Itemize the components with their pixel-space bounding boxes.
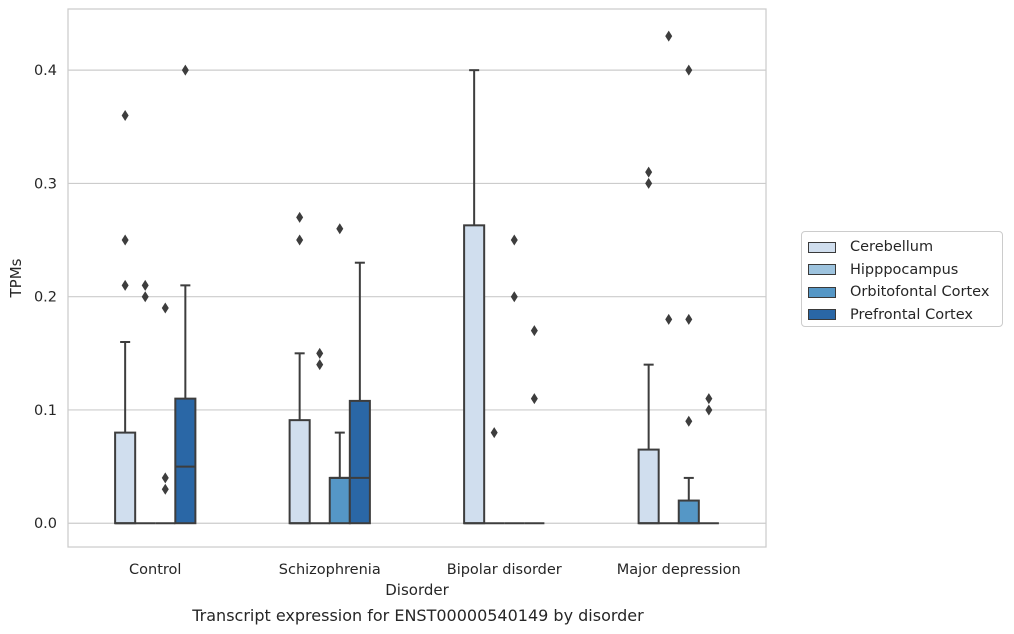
box: [288, 419, 311, 525]
box-prefrontal-cortex: [174, 284, 197, 525]
outlier-point: [316, 347, 324, 359]
y-tick-label: 0.1: [34, 403, 57, 419]
plot-area: [67, 8, 767, 548]
outlier-point: [141, 291, 149, 303]
legend-item: Orbitofontal Cortex: [808, 281, 1002, 304]
x-tick-label: Control: [129, 562, 181, 578]
y-tick-label: 0.2: [34, 290, 57, 306]
legend-label: Prefrontal Cortex: [850, 306, 973, 323]
outlier-point: [705, 393, 713, 405]
y-tick-label: 0.3: [34, 176, 57, 192]
x-tick-label: Schizophrenia: [279, 562, 381, 578]
box: [114, 431, 137, 525]
box-prefrontal-cortex: [348, 261, 371, 525]
legend-label: Hipppocampus: [850, 261, 959, 278]
outlier-point: [161, 483, 169, 495]
outlier-point: [121, 109, 129, 121]
figure-caption: Transcript expression for ENST0000054014…: [192, 606, 644, 625]
legend-item: Prefrontal Cortex: [808, 304, 1002, 327]
outlier-point: [121, 234, 129, 246]
y-tick-label: 0.4: [34, 63, 57, 79]
legend-swatch: [808, 309, 836, 321]
outlier-point: [296, 211, 304, 223]
outlier-point: [645, 166, 653, 178]
box: [677, 499, 700, 525]
outlier-point: [336, 223, 344, 235]
outlier-point: [685, 415, 693, 427]
box-cerebellum: [114, 340, 137, 525]
outlier-point: [510, 234, 518, 246]
outlier-point: [705, 404, 713, 416]
outlier-point: [685, 64, 693, 76]
outlier-point: [121, 279, 129, 291]
outlier-point: [490, 427, 498, 439]
legend-swatch: [808, 264, 836, 276]
box-cerebellum: [288, 352, 311, 525]
box: [348, 399, 371, 525]
outlier-point: [665, 30, 673, 42]
y-axis-label: TPMs: [7, 258, 25, 298]
outlier-point: [181, 64, 189, 76]
outlier-point: [530, 393, 538, 405]
y-tick-label: 0.0: [34, 516, 57, 532]
box-cerebellum: [637, 363, 660, 525]
box: [463, 224, 486, 525]
legend-item: Hipppocampus: [808, 259, 1002, 282]
box: [328, 476, 351, 525]
legend-label: Cerebellum: [850, 239, 934, 256]
outlier-point: [645, 177, 653, 189]
outlier-point: [296, 234, 304, 246]
legend-item: Cerebellum: [808, 236, 1002, 259]
outlier-point: [161, 472, 169, 484]
legend-swatch: [808, 286, 836, 298]
legend-label: Orbitofontal Cortex: [850, 284, 990, 301]
outlier-point: [665, 313, 673, 325]
x-tick-label: Major depression: [617, 562, 741, 578]
outlier-point: [530, 325, 538, 337]
box: [174, 397, 197, 525]
outlier-point: [685, 313, 693, 325]
x-tick-label: Bipolar disorder: [447, 562, 562, 578]
outlier-point: [141, 279, 149, 291]
box-cerebellum: [463, 69, 486, 525]
outlier-point: [161, 302, 169, 314]
box: [637, 448, 660, 525]
outlier-point: [510, 291, 518, 303]
x-axis-label: Disorder: [385, 581, 449, 599]
box-orbitofontal-cortex: [677, 476, 700, 525]
outlier-point: [316, 359, 324, 371]
legend: Cerebellum Hipppocampus Orbitofontal Corte…: [801, 231, 1003, 327]
legend-swatch: [808, 241, 836, 253]
